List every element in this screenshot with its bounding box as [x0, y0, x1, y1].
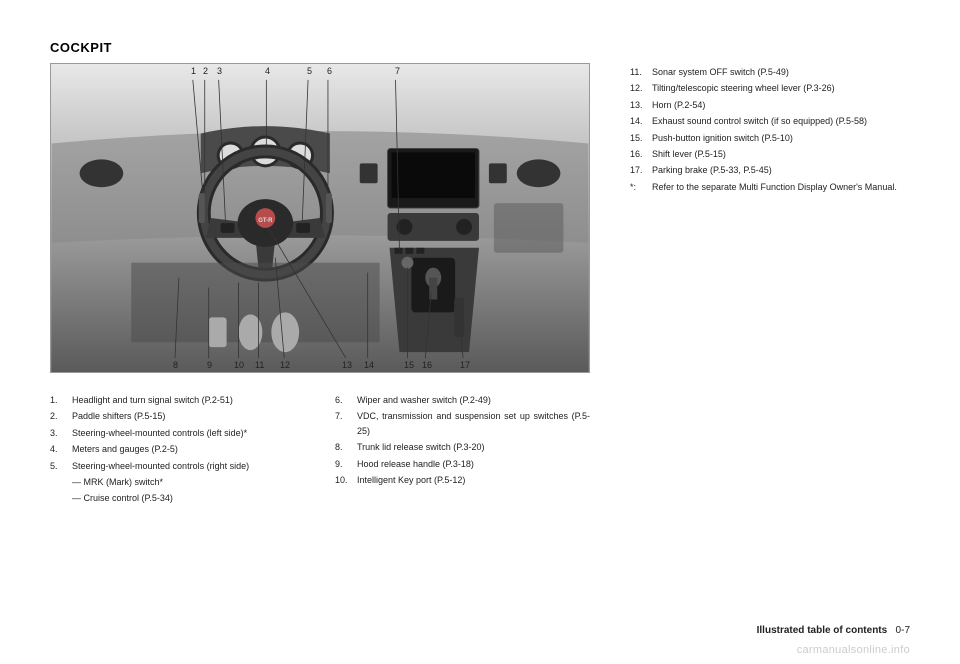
list-item: 16. Shift lever (P.5-15) [630, 147, 910, 161]
item-num: 12. [630, 81, 652, 95]
list-item: 15. Push-button ignition switch (P.5-10) [630, 131, 910, 145]
item-text: Refer to the separate Multi Function Dis… [652, 180, 910, 194]
callout-4: 4 [265, 66, 270, 76]
svg-text:GT-R: GT-R [258, 218, 273, 224]
item-text: Parking brake (P.5-33, P.5-45) [652, 163, 910, 177]
left-column: GT-R [50, 63, 590, 508]
item-text: Shift lever (P.5-15) [652, 147, 910, 161]
item-text: Intelligent Key port (P.5-12) [357, 473, 590, 487]
callout-8: 8 [173, 360, 178, 370]
callout-17: 17 [460, 360, 470, 370]
list-item: *: Refer to the separate Multi Function … [630, 180, 910, 194]
callout-14: 14 [364, 360, 374, 370]
callout-6: 6 [327, 66, 332, 76]
list-item: 11. Sonar system OFF switch (P.5-49) [630, 65, 910, 79]
item-num: 4. [50, 442, 72, 456]
cockpit-diagram: GT-R [50, 63, 590, 373]
callout-10: 10 [234, 360, 244, 370]
item-num: 8. [335, 440, 357, 454]
list-item: 1. Headlight and turn signal switch (P.2… [50, 393, 305, 407]
item-num: 2. [50, 409, 72, 423]
item-num: 11. [630, 65, 652, 79]
item-text: Headlight and turn signal switch (P.2-51… [72, 393, 305, 407]
list-item: 5. Steering-wheel-mounted controls (righ… [50, 459, 305, 473]
footer-page-num: 0-7 [896, 625, 910, 636]
main-container: GT-R [50, 63, 910, 508]
item-num: 1. [50, 393, 72, 407]
list-item: 13. Horn (P.2-54) [630, 98, 910, 112]
item-num: 14. [630, 114, 652, 128]
item-num: *: [630, 180, 652, 194]
item-num: 10. [335, 473, 357, 487]
list-item: 7. VDC, transmission and suspension set … [335, 409, 590, 438]
page-title: COCKPIT [50, 40, 910, 55]
watermark: carmanualsonline.info [797, 644, 910, 656]
sub-item: — MRK (Mark) switch* [50, 475, 305, 489]
item-text: Exhaust sound control switch (if so equi… [652, 114, 910, 128]
footer-section-title: Illustrated table of contents [757, 625, 888, 636]
item-text: VDC, transmission and suspension set up … [357, 409, 590, 438]
list-container: 1. Headlight and turn signal switch (P.2… [50, 393, 590, 508]
item-num: 17. [630, 163, 652, 177]
callout-5: 5 [307, 66, 312, 76]
right-column: 11. Sonar system OFF switch (P.5-49) 12.… [630, 63, 910, 508]
item-num: 16. [630, 147, 652, 161]
callout-7: 7 [395, 66, 400, 76]
callout-15: 15 [404, 360, 414, 370]
list-item: 12. Tilting/telescopic steering wheel le… [630, 81, 910, 95]
item-num: 7. [335, 409, 357, 438]
list-item: 9. Hood release handle (P.3-18) [335, 457, 590, 471]
list-column-2: 6. Wiper and washer switch (P.2-49) 7. V… [335, 393, 590, 508]
item-text: Steering-wheel-mounted controls (left si… [72, 426, 305, 440]
item-text: Meters and gauges (P.2-5) [72, 442, 305, 456]
item-num: 3. [50, 426, 72, 440]
item-text: Horn (P.2-54) [652, 98, 910, 112]
list-item: 4. Meters and gauges (P.2-5) [50, 442, 305, 456]
item-num: 6. [335, 393, 357, 407]
item-text: Trunk lid release switch (P.3-20) [357, 440, 590, 454]
item-text: Push-button ignition switch (P.5-10) [652, 131, 910, 145]
item-num: 13. [630, 98, 652, 112]
list-item: 17. Parking brake (P.5-33, P.5-45) [630, 163, 910, 177]
callout-12: 12 [280, 360, 290, 370]
list-item: 2. Paddle shifters (P.5-15) [50, 409, 305, 423]
item-text: Steering-wheel-mounted controls (right s… [72, 459, 305, 473]
page-footer: Illustrated table of contents 0-7 [757, 625, 910, 636]
item-text: Paddle shifters (P.5-15) [72, 409, 305, 423]
dashboard-illustration: GT-R [51, 64, 589, 372]
callout-1: 1 [191, 66, 196, 76]
item-text: Tilting/telescopic steering wheel lever … [652, 81, 910, 95]
list-item: 10. Intelligent Key port (P.5-12) [335, 473, 590, 487]
callout-2: 2 [203, 66, 208, 76]
item-text: Wiper and washer switch (P.2-49) [357, 393, 590, 407]
callout-16: 16 [422, 360, 432, 370]
item-text: Hood release handle (P.3-18) [357, 457, 590, 471]
callout-13: 13 [342, 360, 352, 370]
list-item: 6. Wiper and washer switch (P.2-49) [335, 393, 590, 407]
sub-item: — Cruise control (P.5-34) [50, 491, 305, 505]
item-text: Sonar system OFF switch (P.5-49) [652, 65, 910, 79]
list-item: 3. Steering-wheel-mounted controls (left… [50, 426, 305, 440]
list-item: 14. Exhaust sound control switch (if so … [630, 114, 910, 128]
item-num: 9. [335, 457, 357, 471]
item-num: 5. [50, 459, 72, 473]
item-num: 15. [630, 131, 652, 145]
list-column-1: 1. Headlight and turn signal switch (P.2… [50, 393, 305, 508]
callout-9: 9 [207, 360, 212, 370]
callout-3: 3 [217, 66, 222, 76]
callout-11: 11 [255, 360, 264, 370]
list-item: 8. Trunk lid release switch (P.3-20) [335, 440, 590, 454]
